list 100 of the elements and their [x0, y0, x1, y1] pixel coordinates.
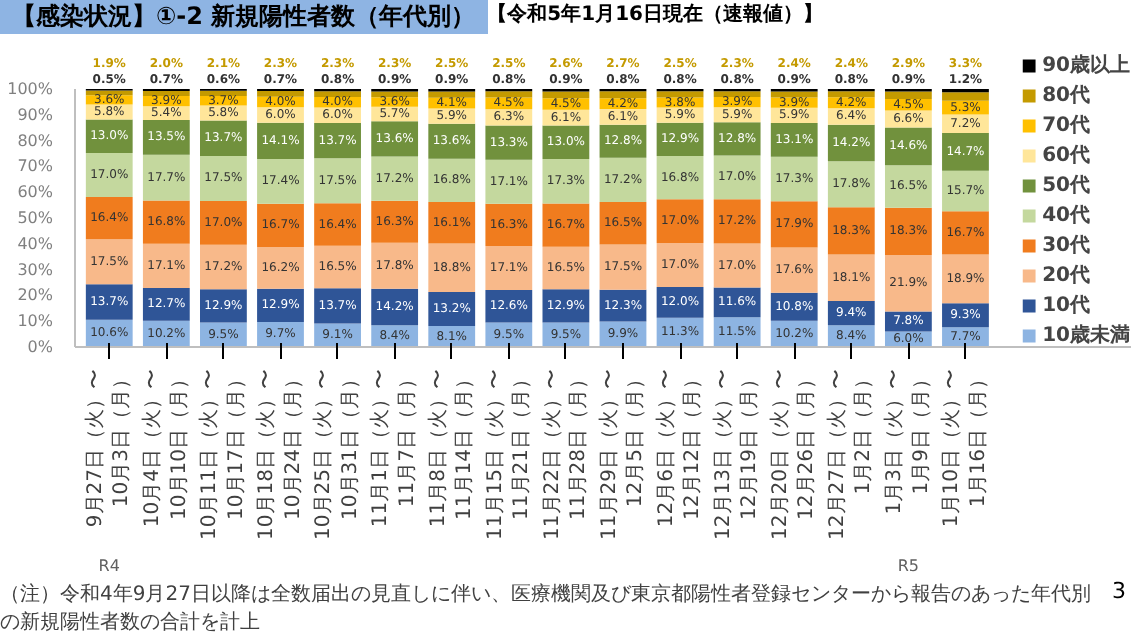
bar: [656, 199, 704, 244]
bar: [142, 287, 190, 321]
bar: [656, 243, 704, 287]
bar: [884, 165, 932, 208]
bar: [485, 91, 533, 98]
bar: [85, 90, 133, 96]
bar: [713, 155, 761, 200]
bar: [85, 284, 133, 320]
x-tick-label: 10月18日（火）〜10月24日（月）: [254, 368, 305, 540]
bar: [942, 132, 989, 171]
legend-label: 10歳未満: [1042, 322, 1130, 348]
bar: [827, 254, 875, 302]
bar: [542, 158, 590, 204]
bar: [142, 154, 190, 201]
bar: [314, 288, 361, 324]
bar: [542, 289, 590, 323]
y-tick-label: 30%: [17, 260, 54, 279]
bar: [542, 246, 590, 290]
bar: [542, 203, 590, 247]
bar: [942, 211, 989, 255]
x-tick-label: 10月4日（火）〜10月10日（月）: [140, 368, 191, 528]
bar: [200, 289, 247, 323]
bar: [827, 161, 875, 208]
chart-subtitle: 【令和5年1月16日現在（速報値）】: [487, 1, 824, 30]
y-tick-label: 0%: [27, 338, 54, 356]
bar: [770, 247, 818, 293]
chart-title: 【感染状況】①-2 新規陽性者数（年代別）: [0, 0, 488, 34]
bar: [770, 156, 818, 202]
bar: [142, 243, 190, 288]
bar: [599, 244, 647, 290]
x-tick-label: 12月27日（火）〜1月2日（月）: [825, 368, 876, 540]
legend-label: 20代: [1042, 262, 1090, 288]
y-tick-label: 70%: [17, 157, 54, 176]
legend-label: 80代: [1042, 82, 1090, 108]
legend-label: 40代: [1042, 202, 1090, 228]
y-tick-label: 80%: [17, 131, 54, 150]
bar: [599, 202, 647, 245]
bar: [713, 243, 761, 288]
legend-label: 50代: [1042, 172, 1090, 198]
text: 3: [1112, 578, 1126, 604]
y-tick-label: 20%: [17, 286, 54, 305]
bar: [85, 153, 133, 197]
y-tick-label: 60%: [17, 183, 54, 202]
x-tick-label: 11月1日（火）〜11月7日（月）: [368, 368, 419, 528]
bar: [314, 91, 361, 98]
y-tick-label: 10%: [17, 312, 54, 331]
bar: [85, 196, 133, 240]
bar: [200, 155, 247, 202]
bar: [656, 91, 704, 98]
legend-label: 90歳以上: [1042, 52, 1130, 78]
y-tick-label: 50%: [17, 209, 54, 228]
bar: [428, 202, 476, 244]
bar: [371, 156, 419, 201]
bar: [485, 203, 533, 246]
legend-label: 30代: [1042, 232, 1090, 258]
x-tick-label: 12月13日（火）〜12月19日（月）: [710, 368, 762, 540]
bar: [200, 201, 247, 245]
bar: [770, 201, 818, 248]
bar: [371, 200, 419, 243]
bar: [85, 239, 133, 285]
y-tick-label: 90%: [17, 105, 54, 124]
bar: [428, 91, 476, 98]
bar: [142, 90, 190, 97]
bar: [542, 125, 590, 159]
x-tick-label: 11月22日（火）〜11月28日（月）: [539, 368, 591, 540]
bar: [200, 244, 247, 290]
bar: [599, 91, 647, 99]
x-tick-label: 9月27日（火）〜10月3日（月）: [83, 368, 134, 528]
bar: [713, 91, 761, 98]
bar: [827, 207, 875, 255]
bar: [257, 158, 304, 204]
y-tick-label: 100%: [7, 80, 54, 99]
legend-label: 70代: [1042, 112, 1090, 138]
x-tick-label: 10月11日（火）〜10月17日（月）: [197, 368, 248, 540]
x-tick-label: 11月29日（火）〜12月5日（月）: [596, 368, 648, 540]
text: （注）令和4年9月27日以降は全数届出の見直しに伴い、医療機関及び東京都陽性者登録センターから報告のあった年代別の新規陽性者数の合計を計上: [0, 584, 1091, 634]
text: R5: [897, 557, 920, 575]
x-tick-label: 11月15日（火）〜11月21日（月）: [482, 368, 534, 540]
bar: [314, 158, 361, 204]
bar: [142, 120, 190, 155]
bar: [371, 91, 419, 98]
bar: [485, 125, 533, 160]
legend-label: 60代: [1042, 142, 1090, 168]
bar: [485, 245, 533, 291]
bar: [257, 90, 304, 97]
x-tick-label: 11月8日（火）〜11月14日（月）: [425, 368, 476, 528]
x-tick-label: 10月25日（火）〜10月31日（月）: [311, 368, 362, 540]
x-tick-label: 12月20日（火）〜12月26日（月）: [768, 368, 819, 540]
bar: [942, 170, 989, 212]
x-tick-label: 1月10日（火）〜1月16日（月）: [939, 368, 990, 528]
bar: [428, 243, 476, 293]
bar: [770, 122, 818, 157]
bar: [542, 91, 590, 99]
bar: [257, 246, 304, 289]
legend-label: 10代: [1042, 292, 1090, 318]
bar: [428, 158, 476, 203]
bar: [485, 290, 533, 323]
bar: [257, 203, 304, 247]
bar: [942, 254, 989, 304]
bar: [485, 159, 533, 204]
